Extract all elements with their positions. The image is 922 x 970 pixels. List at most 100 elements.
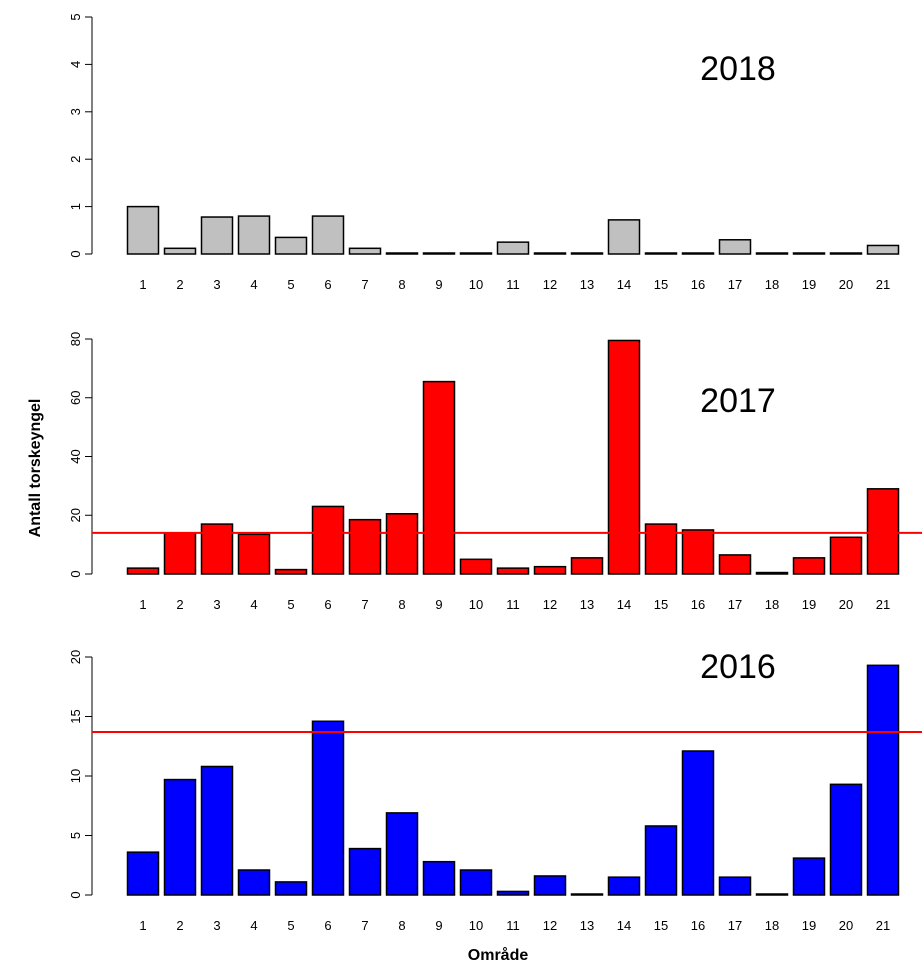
bar <box>570 557 604 575</box>
y-tick-label: 40 <box>68 449 83 463</box>
bar <box>422 252 456 255</box>
bar <box>755 252 789 255</box>
x-tick-label: 17 <box>728 918 742 933</box>
x-tick-label: 15 <box>654 597 668 612</box>
bar <box>459 252 493 255</box>
x-tick-label: 3 <box>213 277 220 292</box>
bar <box>496 241 530 255</box>
x-tick-label: 8 <box>398 597 405 612</box>
x-tick-label: 15 <box>654 277 668 292</box>
x-tick-label: 6 <box>324 277 331 292</box>
x-tick-label: 7 <box>361 918 368 933</box>
bar <box>126 851 160 896</box>
bar <box>459 869 493 896</box>
x-tick-label: 4 <box>250 277 257 292</box>
x-tick-label: 11 <box>506 918 520 933</box>
y-tick-label: 5 <box>68 13 83 20</box>
bar <box>792 252 826 255</box>
x-tick-label: 4 <box>250 918 257 933</box>
x-axis-title: Område <box>468 946 529 964</box>
bar <box>644 825 678 896</box>
bar <box>274 568 308 575</box>
x-tick-label: 9 <box>435 597 442 612</box>
y-tick-label: 0 <box>68 891 83 898</box>
x-tick-label: 3 <box>213 597 220 612</box>
x-tick-label: 16 <box>691 918 705 933</box>
x-tick-label: 19 <box>802 918 816 933</box>
x-tick-label: 12 <box>543 597 557 612</box>
x-tick-label: 1 <box>139 597 146 612</box>
bar <box>755 571 789 575</box>
x-tick-label: 14 <box>617 918 631 933</box>
bar <box>607 339 641 575</box>
bar <box>866 664 900 896</box>
bar <box>348 518 382 575</box>
x-tick-label: 10 <box>469 597 483 612</box>
bar <box>681 750 715 896</box>
bar <box>644 523 678 575</box>
x-tick-label: 8 <box>398 277 405 292</box>
x-tick-label: 17 <box>728 277 742 292</box>
x-tick-label: 21 <box>876 918 890 933</box>
x-tick-label: 17 <box>728 597 742 612</box>
x-tick-label: 20 <box>839 277 853 292</box>
bar <box>718 554 752 575</box>
x-tick-label: 5 <box>287 597 294 612</box>
bar <box>829 252 863 255</box>
x-tick-label: 13 <box>580 597 594 612</box>
bar <box>311 505 345 575</box>
x-tick-label: 12 <box>543 277 557 292</box>
bar <box>755 893 789 896</box>
bar <box>829 536 863 575</box>
bar <box>163 247 197 255</box>
bar <box>311 720 345 896</box>
x-tick-label: 7 <box>361 597 368 612</box>
x-tick-label: 19 <box>802 597 816 612</box>
y-tick-label: 0 <box>68 570 83 577</box>
bar <box>311 215 345 255</box>
bar <box>570 893 604 896</box>
x-tick-label: 2 <box>176 918 183 933</box>
x-tick-label: 10 <box>469 918 483 933</box>
x-tick-label: 18 <box>765 918 779 933</box>
x-tick-label: 13 <box>580 277 594 292</box>
x-tick-label: 1 <box>139 918 146 933</box>
x-tick-label: 9 <box>435 277 442 292</box>
bar <box>348 847 382 896</box>
bar <box>681 252 715 255</box>
bar <box>718 239 752 255</box>
y-tick-label: 60 <box>68 391 83 405</box>
bar <box>237 533 271 575</box>
y-tick-label: 80 <box>68 332 83 346</box>
y-tick-label: 20 <box>68 508 83 522</box>
y-axis-title: Antall torskeyngel <box>27 399 44 538</box>
bar <box>348 247 382 255</box>
bar <box>237 215 271 255</box>
x-tick-label: 2 <box>176 597 183 612</box>
bar <box>607 876 641 896</box>
x-tick-label: 20 <box>839 918 853 933</box>
bar <box>607 219 641 255</box>
bar <box>163 778 197 896</box>
bar <box>866 244 900 255</box>
bar <box>533 875 567 896</box>
bar <box>496 567 530 575</box>
year-label: 2016 <box>700 648 776 686</box>
bar <box>385 812 419 896</box>
bar <box>200 523 234 575</box>
bar <box>385 513 419 575</box>
bar <box>792 857 826 896</box>
x-tick-label: 5 <box>287 277 294 292</box>
x-tick-label: 7 <box>361 277 368 292</box>
x-tick-label: 8 <box>398 918 405 933</box>
x-tick-label: 13 <box>580 918 594 933</box>
bar <box>274 236 308 255</box>
x-tick-label: 20 <box>839 597 853 612</box>
x-tick-label: 11 <box>506 277 520 292</box>
x-tick-label: 4 <box>250 597 257 612</box>
x-tick-label: 11 <box>506 597 520 612</box>
x-tick-label: 10 <box>469 277 483 292</box>
